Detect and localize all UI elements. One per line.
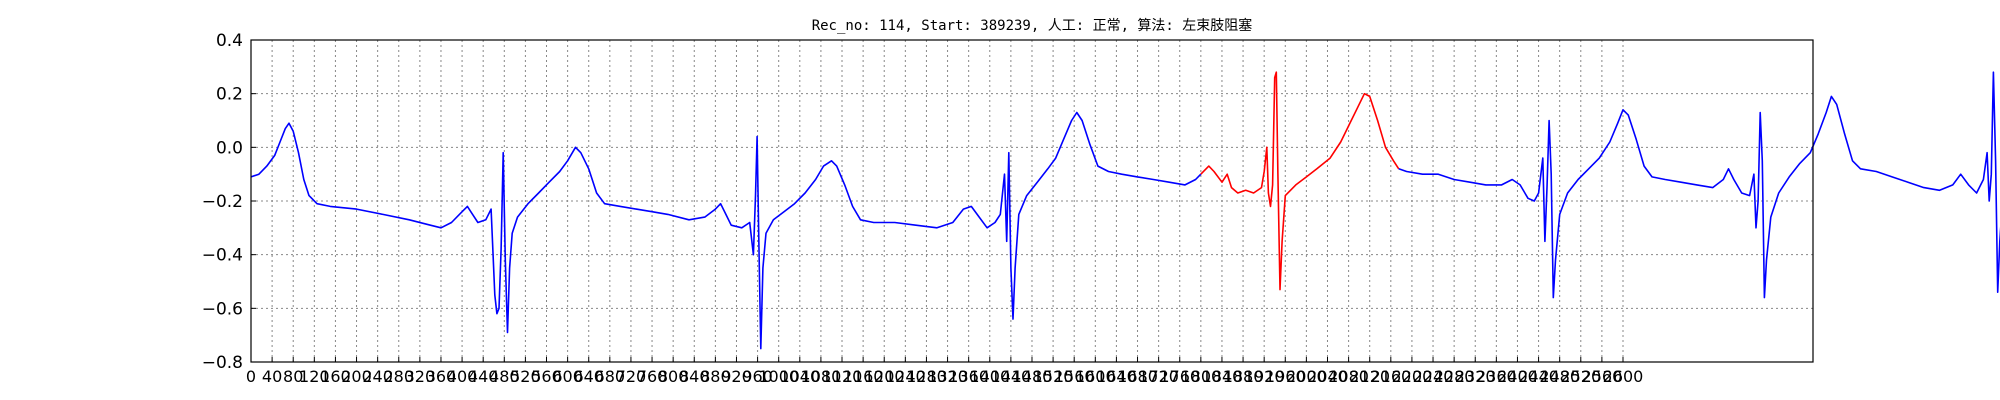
x-tick-label: 200 (341, 367, 372, 386)
x-tick-label: 2560 (1582, 367, 1623, 386)
x-tick-label: 640 (573, 367, 604, 386)
x-tick-label: 1320 (927, 367, 968, 386)
x-tick-label: 760 (637, 367, 668, 386)
x-tick-label: 2000 (1286, 367, 1327, 386)
x-tick-label: 2160 (1370, 367, 1411, 386)
series-line-1 (1200, 71, 1400, 291)
x-tick-label: 1880 (1223, 367, 1264, 386)
x-tick-label: 1520 (1033, 367, 1074, 386)
x-tick-label: 120 (299, 367, 330, 386)
x-tick-label: 920 (721, 367, 752, 386)
x-tick-label: 2040 (1307, 367, 1348, 386)
x-tick-label: 40 (262, 367, 282, 386)
x-tick-label: 2520 (1560, 367, 1601, 386)
y-axis-ticks: 0.4 0.2 0.0 −0.2 −0.4 −0.6 −0.8 (202, 31, 256, 373)
x-tick-label: 1920 (1244, 367, 1285, 386)
x-tick-label: 520 (510, 367, 541, 386)
series-line-0 (250, 111, 1202, 350)
y-tick-label: −0.4 (202, 246, 243, 266)
x-tick-label: 480 (489, 367, 520, 386)
x-tick-label: 2400 (1497, 367, 1538, 386)
x-tick-label: 360 (426, 367, 457, 386)
x-tick-label: 1360 (948, 367, 989, 386)
x-tick-label: 1000 (758, 367, 799, 386)
x-tick-label: 1080 (801, 367, 842, 386)
x-tick-label: 320 (405, 367, 436, 386)
x-tick-label: 1240 (885, 367, 926, 386)
x-tick-label: 400 (447, 367, 478, 386)
x-tick-label: 2440 (1518, 367, 1559, 386)
x-tick-label: 240 (362, 367, 393, 386)
x-tick-label: 960 (742, 367, 773, 386)
x-tick-label: 2600 (1603, 367, 1644, 386)
chart-title: Rec_no: 114, Start: 389239, 人工: 正常, 算法: … (812, 17, 1253, 34)
x-tick-label: 560 (531, 367, 562, 386)
x-tick-label: 720 (616, 367, 647, 386)
y-tick-label: 0.4 (216, 31, 243, 51)
x-tick-label: 2480 (1539, 367, 1580, 386)
y-tick-label: 0.0 (216, 138, 243, 158)
x-tick-label: 1200 (864, 367, 905, 386)
x-tick-label: 2360 (1476, 367, 1517, 386)
y-tick-label: −0.8 (202, 353, 243, 373)
x-tick-label: 1680 (1117, 367, 1158, 386)
x-tick-label: 840 (679, 367, 710, 386)
x-tick-label: 80 (283, 367, 303, 386)
x-tick-label: 1480 (1012, 367, 1053, 386)
x-tick-label: 2280 (1434, 367, 1475, 386)
y-tick-label: −0.2 (202, 192, 243, 212)
x-axis-ticks: 0 40 8012016020024028032036040044048052056… (246, 357, 1643, 386)
x-tick-label: 1440 (991, 367, 1032, 386)
x-tick-label: 1400 (969, 367, 1010, 386)
x-tick-label: 800 (658, 367, 689, 386)
x-tick-label: 2240 (1413, 367, 1454, 386)
x-tick-label: 1040 (779, 367, 820, 386)
x-tick-label: 880 (700, 367, 731, 386)
x-tick-label: 1840 (1202, 367, 1243, 386)
x-tick-label: 2320 (1455, 367, 1496, 386)
y-tick-label: 0.2 (216, 85, 243, 105)
x-tick-label: 2200 (1392, 367, 1433, 386)
x-tick-label: 1640 (1096, 367, 1137, 386)
x-tick-label: 1560 (1054, 367, 1095, 386)
x-tick-label: 1760 (1159, 367, 1200, 386)
x-tick-label: 1800 (1180, 367, 1221, 386)
x-tick-label: 0 (246, 367, 256, 386)
x-tick-label: 160 (320, 367, 351, 386)
x-tick-label: 280 (383, 367, 414, 386)
x-tick-label: 2120 (1349, 367, 1390, 386)
x-tick-label: 600 (552, 367, 583, 386)
plot-frame (250, 39, 1814, 363)
grid-lines (250, 39, 1813, 363)
series-line-2 (1398, 71, 2000, 299)
x-tick-label: 1600 (1075, 367, 1116, 386)
x-tick-label: 1280 (906, 367, 947, 386)
x-tick-label: 1120 (822, 367, 863, 386)
x-tick-label: 1160 (843, 367, 884, 386)
x-tick-label: 1720 (1138, 367, 1179, 386)
x-tick-label: 1960 (1265, 367, 1306, 386)
x-tick-label: 680 (595, 367, 626, 386)
signal-series (250, 71, 2000, 350)
x-tick-label: 2080 (1328, 367, 1369, 386)
x-tick-label: 440 (468, 367, 499, 386)
y-tick-label: −0.6 (202, 299, 243, 319)
